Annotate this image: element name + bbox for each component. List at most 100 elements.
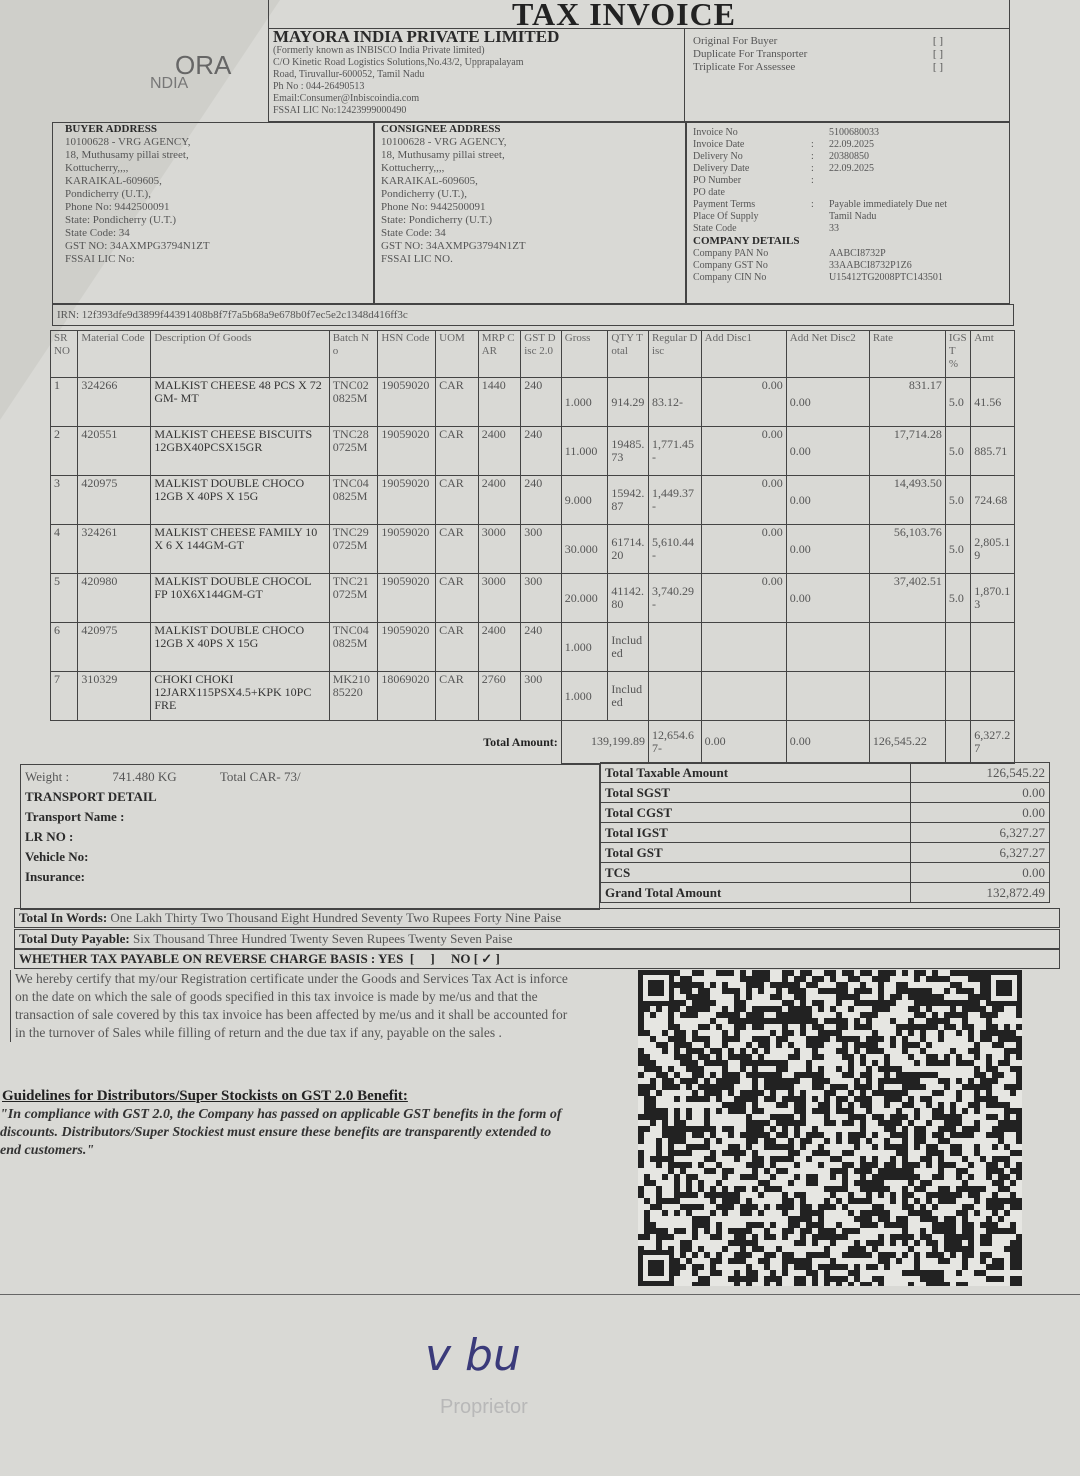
- qr-module: [704, 1228, 710, 1234]
- qr-module: [986, 1222, 992, 1228]
- table-cell: 5.0: [944, 377, 972, 427]
- qr-module: [668, 1150, 674, 1156]
- qr-module: [1016, 1282, 1022, 1286]
- qr-module: [920, 1072, 926, 1078]
- qr-module: [968, 1102, 974, 1108]
- qr-module: [902, 1156, 908, 1162]
- qr-module: [890, 1252, 896, 1258]
- invoice-field: PO date: [693, 187, 1009, 199]
- buyer-line: Phone No: 9442500091: [65, 201, 170, 213]
- qr-module: [782, 1024, 788, 1030]
- qr-module: [1010, 1198, 1016, 1204]
- qr-module: [938, 1132, 944, 1138]
- table-cell: [944, 671, 972, 721]
- qr-module: [806, 1006, 812, 1012]
- qr-module: [884, 1126, 890, 1132]
- qr-module: [872, 1276, 878, 1282]
- qr-module: [938, 1108, 944, 1114]
- qr-module: [866, 1210, 872, 1216]
- qr-module: [686, 1258, 692, 1264]
- qr-module: [704, 1276, 710, 1282]
- table-cell: 11.000: [560, 426, 609, 476]
- qr-module: [938, 1228, 944, 1234]
- qr-module: [824, 1120, 830, 1126]
- qr-module: [848, 1090, 854, 1096]
- qr-module: [794, 1108, 800, 1114]
- qr-module: [926, 1000, 932, 1006]
- qr-module: [956, 1210, 962, 1216]
- qr-module: [740, 1108, 746, 1114]
- qr-module: [812, 1096, 818, 1102]
- qr-module: [692, 1204, 698, 1210]
- qr-module: [722, 1042, 728, 1048]
- qr-module: [830, 1186, 836, 1192]
- qr-module: [758, 976, 764, 982]
- qr-module: [962, 1180, 968, 1186]
- qr-module: [890, 970, 896, 976]
- qr-module: [980, 1078, 986, 1084]
- qr-module: [656, 1114, 662, 1120]
- qr-module: [938, 1168, 944, 1174]
- qr-module: [800, 1012, 806, 1018]
- qr-module: [704, 1252, 710, 1258]
- qr-module: [854, 1264, 860, 1270]
- qr-module: [902, 1090, 908, 1096]
- qr-module: [854, 1168, 860, 1174]
- qr-module: [704, 1216, 710, 1222]
- qr-module: [938, 1126, 944, 1132]
- field-value: Tamil Nadu: [829, 211, 877, 222]
- qr-module: [752, 1270, 758, 1276]
- qr-module: [944, 988, 950, 994]
- qr-module: [992, 1276, 998, 1282]
- table-cell: 420975: [77, 622, 152, 672]
- qr-module: [824, 1096, 830, 1102]
- qr-module: [758, 1054, 764, 1060]
- qr-module: [788, 1120, 794, 1126]
- qr-module: [734, 1078, 740, 1084]
- qr-module: [716, 1252, 722, 1258]
- qr-module: [866, 1048, 872, 1054]
- table-cell: 3: [49, 475, 79, 525]
- qr-module: [926, 1252, 932, 1258]
- qr-module: [698, 1006, 704, 1012]
- qr-module: [992, 1096, 998, 1102]
- qr-module: [752, 1132, 758, 1138]
- qr-module: [974, 1000, 980, 1006]
- qr-module: [698, 1024, 704, 1030]
- qr-module: [674, 1210, 680, 1216]
- qr-module: [752, 1276, 758, 1282]
- qr-module: [830, 976, 836, 982]
- consignee-heading: CONSIGNEE ADDRESS: [381, 123, 501, 135]
- copy-option: Original For Buyer[ ]: [693, 35, 943, 48]
- qr-module: [1004, 1210, 1010, 1216]
- qr-module: [908, 1102, 914, 1108]
- qr-module: [944, 1192, 950, 1198]
- qr-module: [896, 1030, 902, 1036]
- qr-module: [914, 1108, 920, 1114]
- qr-module: [872, 1186, 878, 1192]
- qr-module: [806, 1264, 812, 1270]
- qr-module: [968, 970, 974, 976]
- qr-module: [764, 1138, 770, 1144]
- qr-module: [656, 1204, 662, 1210]
- qr-module: [956, 1060, 962, 1066]
- qr-module: [746, 1096, 752, 1102]
- table-cell: 831.17: [868, 377, 946, 427]
- qr-module: [728, 1276, 734, 1282]
- qr-module: [908, 1084, 914, 1090]
- qr-module: [674, 1270, 680, 1276]
- qr-module: [698, 970, 704, 976]
- qr-module: [914, 1042, 920, 1048]
- qr-module: [908, 1072, 914, 1078]
- qr-module: [824, 1270, 830, 1276]
- table-cell: 1,449.37-: [647, 475, 702, 525]
- qr-module: [716, 1138, 722, 1144]
- qr-module: [680, 1132, 686, 1138]
- qr-module: [848, 1162, 854, 1168]
- qr-module: [842, 1072, 848, 1078]
- qr-module: [842, 1048, 848, 1054]
- qr-module: [686, 1144, 692, 1150]
- qr-module: [968, 1192, 974, 1198]
- qr-module: [860, 1084, 866, 1090]
- qr-module: [1010, 1168, 1016, 1174]
